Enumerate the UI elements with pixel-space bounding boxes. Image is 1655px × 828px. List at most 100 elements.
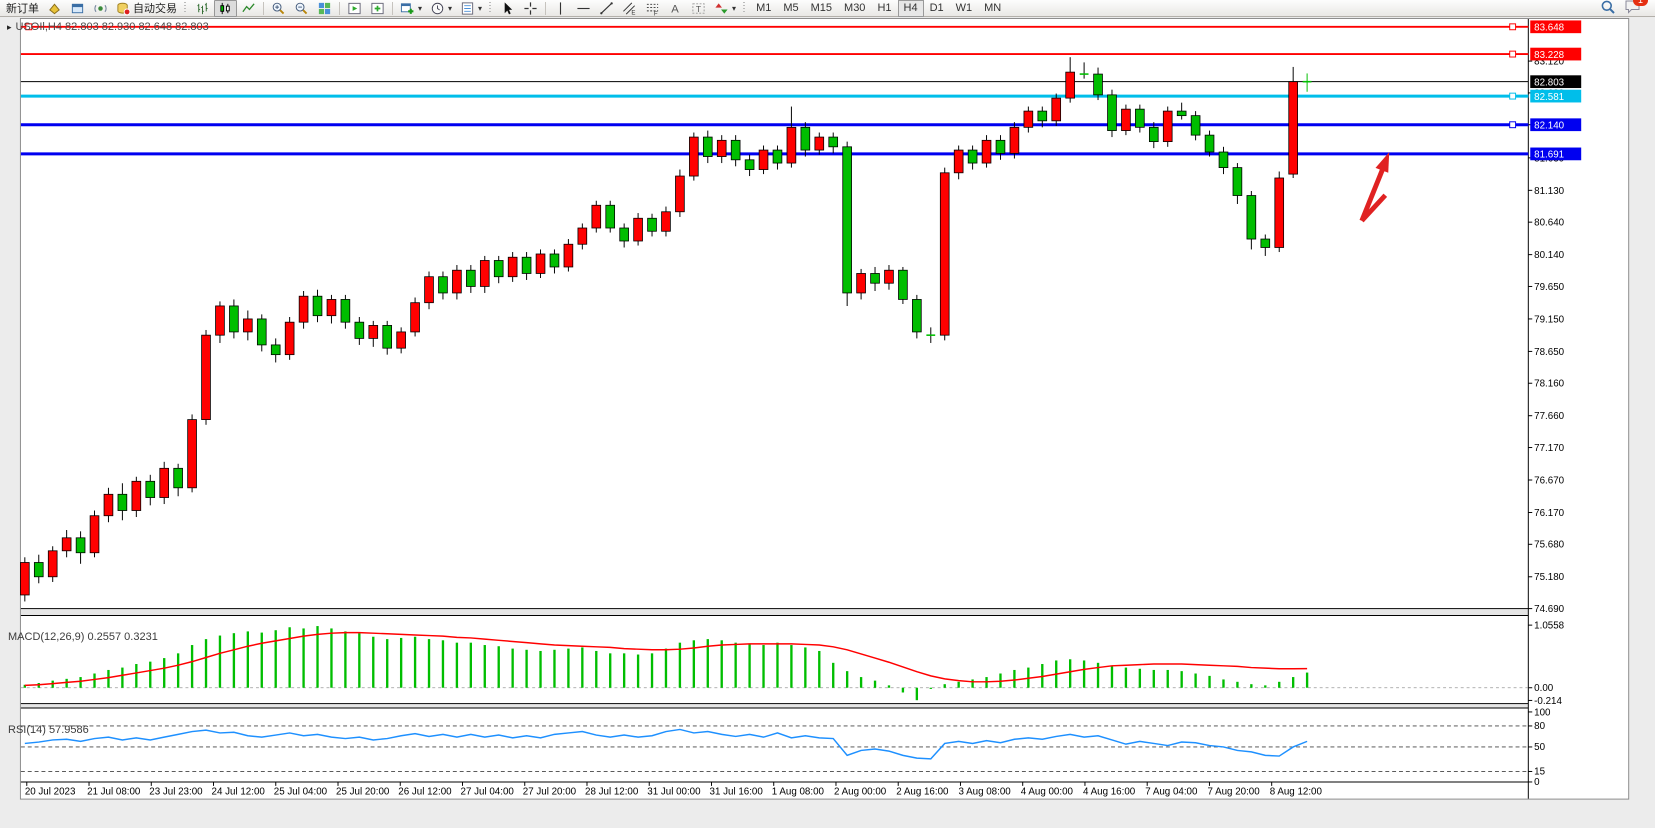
timeframe-button-w1[interactable]: W1 (955, 2, 973, 14)
market-watch-icon (70, 1, 85, 16)
svg-text:81.130: 81.130 (1534, 186, 1564, 197)
svg-text:31 Jul 00:00: 31 Jul 00:00 (647, 787, 701, 798)
svg-text:4 Aug 00:00: 4 Aug 00:00 (1021, 787, 1074, 798)
svg-text:23 Jul 23:00: 23 Jul 23:00 (149, 787, 203, 798)
arrows-tool-button[interactable]: ▾ (710, 0, 740, 17)
horizontal-line-icon (576, 1, 591, 16)
time-axis[interactable]: 20 Jul 2023 21 Jul 08:00 23 Jul 23:00 24 Ju… (25, 781, 1323, 798)
new-chart-button[interactable]: ▾ (396, 0, 426, 17)
toolbar-right-group: 1 (1600, 0, 1655, 18)
macd-panel[interactable]: 1.0558 0.00 -0.214 (20, 621, 1565, 707)
chart-profiles-button[interactable] (43, 0, 66, 17)
svg-text:100: 100 (1534, 707, 1551, 718)
toolbar-separator (545, 1, 547, 15)
price-chart-canvas[interactable]: 83.12082.63082.14081.63081.13080.64080.1… (0, 17, 1655, 828)
bar-chart-icon (195, 1, 210, 16)
chevron-down-icon: ▾ (448, 3, 453, 13)
timeframe-button-m15[interactable]: M15 (810, 2, 833, 14)
tile-windows-button[interactable] (313, 0, 336, 17)
chevron-down-icon: ▾ (732, 3, 737, 13)
trend-arrow-annotation[interactable] (1359, 152, 1390, 223)
svg-text:75.680: 75.680 (1534, 540, 1564, 551)
new-order-button[interactable]: 新订单 (2, 0, 43, 17)
candlestick-icon (218, 1, 233, 16)
strategy-tester-button[interactable] (343, 0, 366, 17)
crosshair-button[interactable] (519, 0, 542, 17)
new-chart-icon (400, 1, 415, 16)
timeframe-button-m5[interactable]: M5 (783, 2, 799, 14)
fibonacci-icon: F (645, 1, 660, 16)
svg-text:20 Jul 2023: 20 Jul 2023 (25, 787, 76, 798)
zoom-in-icon (271, 1, 286, 16)
navigator-signal-icon (93, 1, 108, 16)
navigator-button[interactable] (89, 0, 112, 17)
svg-text:1 Aug 08:00: 1 Aug 08:00 (772, 787, 825, 798)
timeframe-button-m1[interactable]: M1 (756, 2, 772, 14)
periods-button[interactable]: ▾ (426, 0, 456, 17)
search-icon[interactable] (1600, 0, 1616, 18)
timeframe-button-m30[interactable]: M30 (844, 2, 866, 14)
vertical-line-tool-button[interactable] (549, 0, 572, 17)
channel-tool-button[interactable]: E (618, 0, 641, 17)
svg-text:50: 50 (1534, 742, 1545, 753)
trendline-icon (599, 1, 614, 16)
bar-chart-mode-button[interactable] (191, 0, 214, 17)
svg-text:83.648: 83.648 (1534, 23, 1564, 34)
candlestick-mode-button[interactable] (214, 0, 237, 17)
text-label-icon: T (691, 1, 706, 16)
toolbar-grip (742, 2, 748, 14)
svg-text:76.670: 76.670 (1534, 475, 1564, 486)
timeframe-button-d1[interactable]: D1 (929, 2, 944, 14)
chart-profile-icon (47, 1, 62, 16)
rsi-panel[interactable]: 100 80 50 150 (20, 707, 1551, 788)
text-label-tool-button[interactable]: T (687, 0, 710, 17)
notifications-chat-button[interactable]: 1 (1624, 0, 1648, 17)
cursor-arrow-icon (500, 1, 515, 16)
svg-text:78.650: 78.650 (1534, 347, 1564, 358)
svg-text:2 Aug 00:00: 2 Aug 00:00 (834, 787, 887, 798)
new-order-label: 新订单 (6, 3, 39, 15)
toolbar-grip (488, 2, 494, 14)
templates-button[interactable]: ▾ (456, 0, 486, 17)
line-chart-mode-button[interactable] (237, 0, 260, 17)
toolbar-grip (183, 2, 188, 14)
svg-text:80.640: 80.640 (1534, 218, 1564, 229)
cursor-button[interactable] (496, 0, 519, 17)
svg-text:76.170: 76.170 (1534, 508, 1564, 519)
svg-text:80.140: 80.140 (1534, 250, 1564, 261)
svg-text:31 Jul 16:00: 31 Jul 16:00 (710, 787, 764, 798)
svg-text:0.00: 0.00 (1534, 683, 1554, 694)
svg-text:78.160: 78.160 (1534, 379, 1564, 390)
zoom-out-icon (294, 1, 309, 16)
text-tool-button[interactable]: A (664, 0, 687, 17)
candles[interactable] (20, 57, 1312, 602)
svg-text:74.690: 74.690 (1534, 604, 1564, 615)
timeframe-button-h1[interactable]: H1 (877, 2, 892, 14)
svg-text:2 Aug 16:00: 2 Aug 16:00 (896, 787, 949, 798)
autotrading-label: 自动交易 (133, 3, 177, 15)
autotrading-button[interactable]: 自动交易 (112, 0, 181, 17)
svg-text:82.140: 82.140 (1534, 120, 1564, 131)
svg-text:25 Jul 20:00: 25 Jul 20:00 (336, 787, 390, 798)
horizontal-line-tool-button[interactable] (572, 0, 595, 17)
svg-text:-0.214: -0.214 (1534, 696, 1562, 707)
svg-text:15: 15 (1534, 766, 1545, 777)
chevron-down-icon: ▾ (418, 3, 423, 13)
svg-text:0: 0 (1534, 777, 1540, 788)
svg-text:7 Aug 20:00: 7 Aug 20:00 (1207, 787, 1260, 798)
autotrading-icon (116, 1, 131, 16)
timeframe-button-mn[interactable]: MN (984, 2, 1002, 14)
zoom-out-button[interactable] (290, 0, 313, 17)
zoom-in-button[interactable] (267, 0, 290, 17)
svg-text:8 Aug 12:00: 8 Aug 12:00 (1270, 787, 1323, 798)
svg-text:83.120: 83.120 (1534, 57, 1564, 68)
market-watch-button[interactable] (66, 0, 89, 17)
add-indicator-button[interactable] (366, 0, 389, 17)
toolbar-separator (263, 1, 264, 15)
svg-text:77.660: 77.660 (1534, 411, 1564, 422)
trendline-tool-button[interactable] (595, 0, 618, 17)
timeframe-button-h4[interactable]: H4 (897, 0, 924, 17)
svg-text:75.180: 75.180 (1534, 572, 1564, 583)
fibonacci-tool-button[interactable]: F (641, 0, 664, 17)
main-toolbar: 新订单 自动交易 ▾ ▾ (0, 0, 1655, 17)
